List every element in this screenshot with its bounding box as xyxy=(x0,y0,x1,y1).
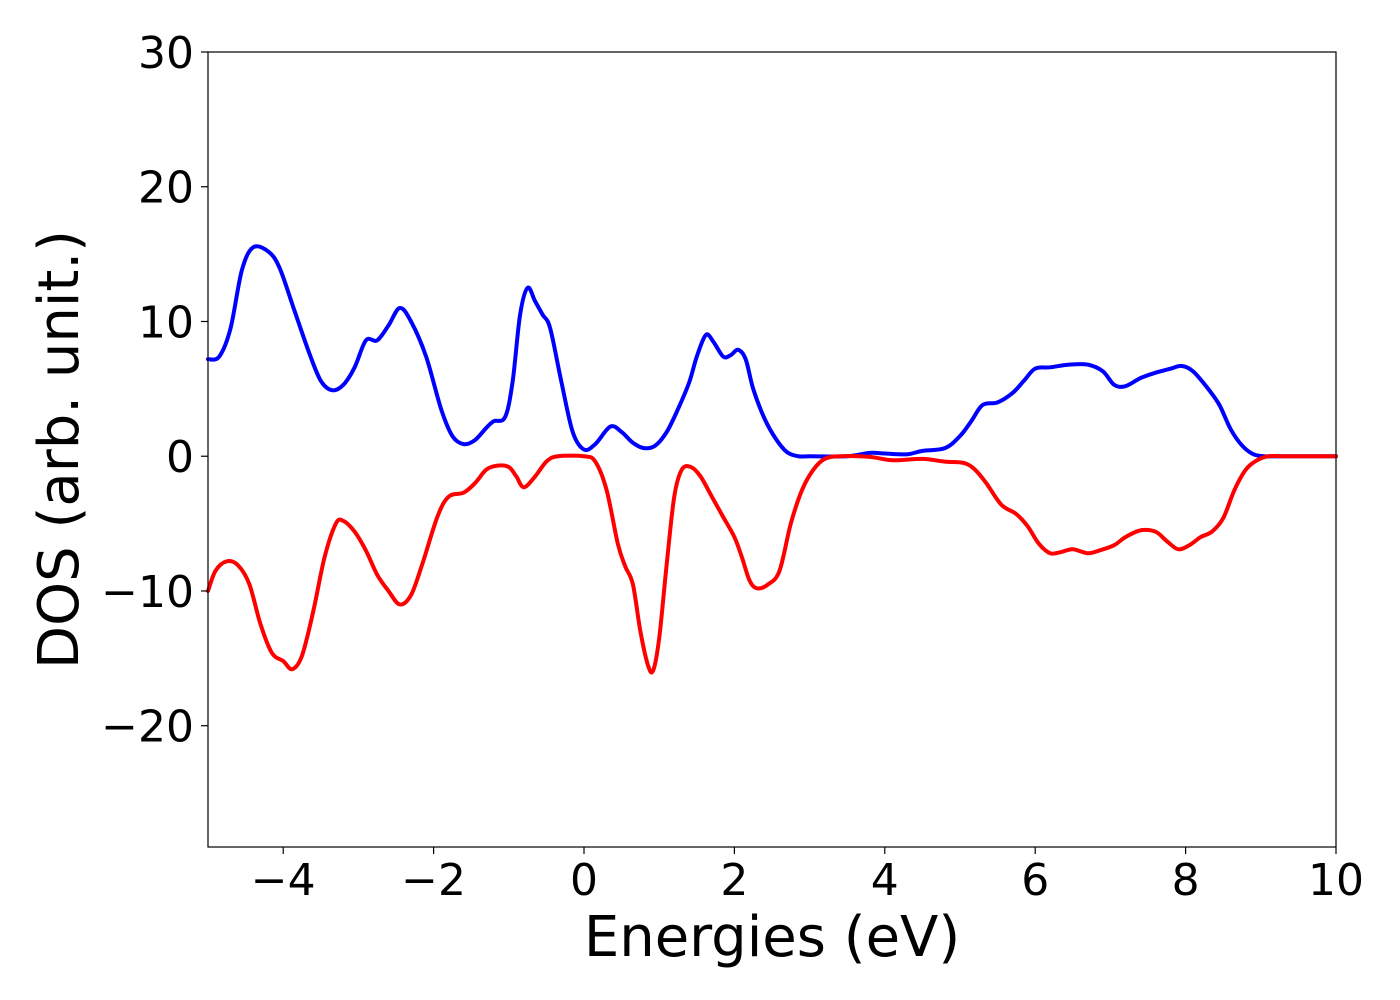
x-tick-label: 4 xyxy=(871,855,899,906)
y-tick-label: 30 xyxy=(138,28,194,79)
series-layer xyxy=(206,244,1338,675)
x-axis-label: Energies (eV) xyxy=(584,905,960,970)
y-tick-label: 20 xyxy=(138,163,194,214)
x-tick-label: −4 xyxy=(251,855,316,906)
x-tick-label: 0 xyxy=(570,855,598,906)
x-tick-label: 10 xyxy=(1308,855,1364,906)
x-tick-label: 2 xyxy=(720,855,748,906)
y-axis-label: DOS (arb. unit.) xyxy=(27,230,92,669)
series-line-blue xyxy=(206,244,1338,459)
y-tick-label: 0 xyxy=(166,432,194,483)
y-tick-label: −10 xyxy=(101,567,194,618)
x-tick-label: 8 xyxy=(1172,855,1200,906)
x-tick-label: 6 xyxy=(1021,855,1049,906)
y-axis-ticks: −20 −10 0 10 20 30 xyxy=(101,28,208,753)
plot-frame xyxy=(207,51,1337,848)
y-tick-label: 10 xyxy=(138,297,194,348)
y-tick-label: −20 xyxy=(101,702,194,753)
x-axis-ticks: −4 −2 0 2 4 6 8 10 xyxy=(251,847,1364,906)
series-line-red xyxy=(206,453,1338,675)
x-tick-label: −2 xyxy=(401,855,466,906)
